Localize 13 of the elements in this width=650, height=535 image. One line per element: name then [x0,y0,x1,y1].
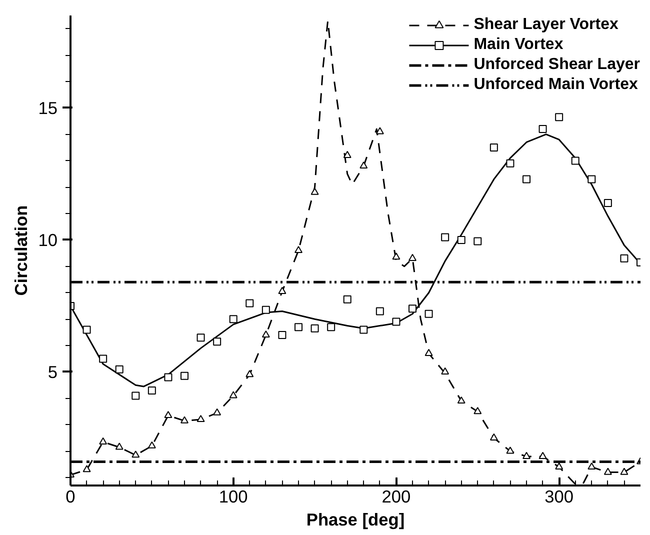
x-tick-label: 100 [218,486,248,506]
x-axis-title: Phase [deg] [306,510,405,530]
y-tick-label: 15 [38,98,58,118]
y-tick-label: 10 [38,230,58,250]
y-tick-label: 5 [48,362,58,382]
x-tick-label: 200 [382,486,411,506]
legend-label: Main Vortex [474,36,564,54]
y-axis-title: Circulation [11,205,32,296]
x-tick-label: 300 [544,486,574,506]
x-tick-label: 0 [66,486,76,506]
legend-label: Unforced Shear Layer [474,56,640,74]
legend-label: Unforced Main Vortex [474,76,638,94]
legend-label: Shear Layer Vortex [474,16,618,34]
